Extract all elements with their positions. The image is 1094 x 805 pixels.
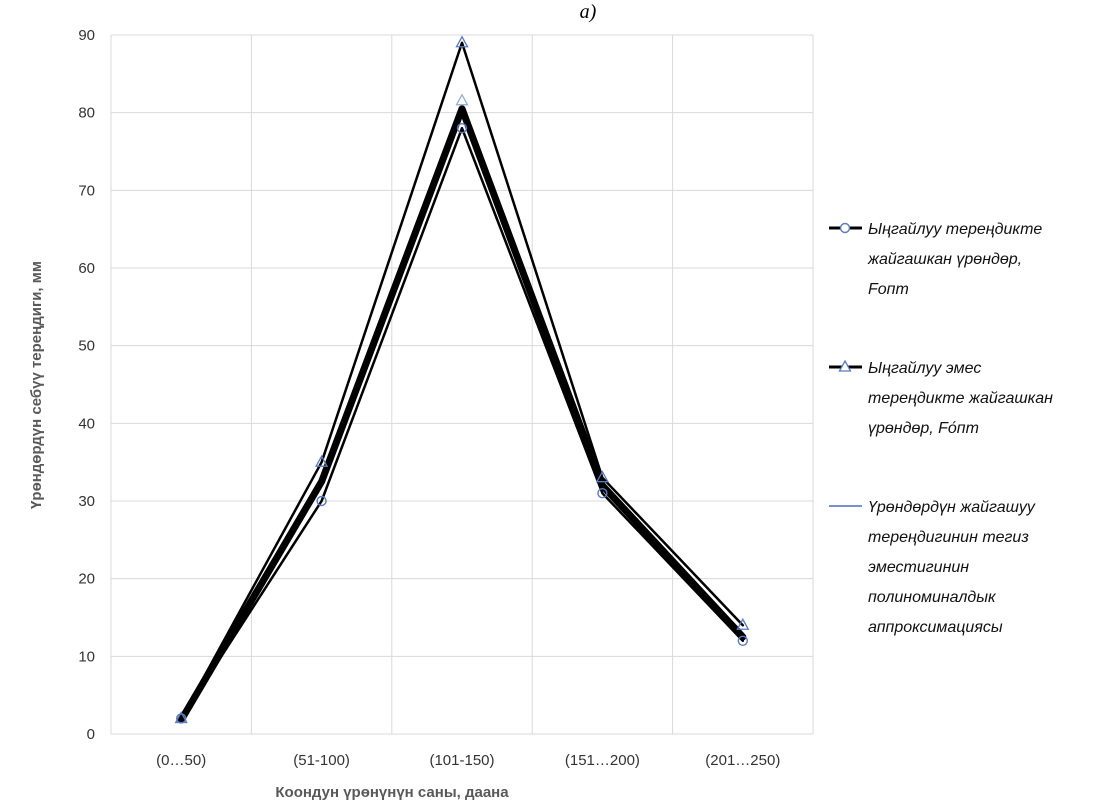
legend-text-line: Үрөндөрдүн жайгашуу — [868, 499, 1036, 516]
y-tick-labels: 0 10 20 30 40 50 60 70 80 90 — [78, 27, 95, 743]
x-tick-label: (201…250) — [705, 752, 780, 769]
legend-text-line: Ыңгайлуу тереңдикте — [868, 221, 1042, 238]
x-tick-label: (151…200) — [565, 752, 640, 769]
y-tick-label: 80 — [78, 105, 95, 122]
legend-text-line: тереңдигинин тегиз — [868, 529, 1029, 546]
legend-item-1: Ыңгайлуу тереңдикте жайгашкан үрөндөр, Fоп… — [829, 221, 1042, 298]
y-tick-label: 0 — [87, 726, 95, 743]
y-tick-label: 50 — [78, 338, 95, 355]
legend-text-line: үрөндөр, Fо́пт — [868, 420, 979, 437]
legend-item-2: Ыңгайлуу эмес тереңдикте жайгашкан үрөндөр… — [829, 359, 1053, 437]
triangle-marker — [455, 93, 469, 106]
y-tick-label: 60 — [78, 260, 95, 277]
triangle-marker — [315, 454, 329, 467]
approximation-line — [177, 105, 747, 724]
top-label: а) — [580, 1, 597, 23]
series-line-2 — [179, 41, 745, 720]
series-line-1 — [179, 126, 745, 720]
series-lines — [177, 41, 747, 724]
circle-marker — [316, 495, 327, 507]
triangle-marker — [736, 617, 750, 630]
x-tick-label: (101-150) — [429, 752, 494, 769]
x-tick-label: (0…50) — [156, 752, 206, 769]
plot-grid — [110, 34, 814, 735]
legend-text-line: эместигинин — [868, 559, 969, 576]
legend-text-line: Ыңгайлуу эмес — [868, 360, 981, 377]
y-axis-title: Үрөндөрдүн себүү тереңдиги, мм — [28, 261, 45, 509]
circle-marker — [456, 122, 468, 134]
y-tick-label: 30 — [78, 493, 95, 510]
y-tick-label: 90 — [78, 27, 95, 44]
legend-text-line: аппроксимациясы — [868, 619, 1003, 636]
y-tick-label: 40 — [78, 415, 95, 432]
x-axis-title: Коондун үрөнүнүн саны, даана — [275, 784, 509, 801]
legend: Ыңгайлуу тереңдикте жайгашкан үрөндөр, Fоп… — [829, 221, 1053, 636]
x-tick-label: (51-100) — [293, 752, 350, 769]
x-tick-labels: (0…50) (51-100) (101-150) (151…200) (201…250… — [156, 752, 780, 769]
triangle-marker — [455, 35, 469, 48]
legend-text-line: тереңдикте жайгашкан — [868, 390, 1053, 407]
y-tick-label: 10 — [78, 648, 95, 665]
legend-triangle-marker — [838, 359, 852, 372]
series-markers — [174, 35, 750, 724]
circle-marker — [737, 635, 748, 646]
y-tick-label: 70 — [78, 182, 95, 199]
triangle-marker — [174, 711, 188, 724]
legend-item-3: Үрөндөрдүн жайгашуу тереңдигинин тегиз эме… — [829, 499, 1036, 636]
legend-circle-marker — [839, 222, 851, 234]
triangle-marker — [595, 470, 609, 483]
circle-marker — [597, 488, 608, 499]
legend-text-line: полиноминалдык — [868, 589, 997, 606]
legend-text-line: Fопт — [868, 281, 909, 298]
y-tick-label: 20 — [78, 571, 95, 588]
legend-text-line: жайгашкан үрөндөр, — [867, 251, 1022, 268]
